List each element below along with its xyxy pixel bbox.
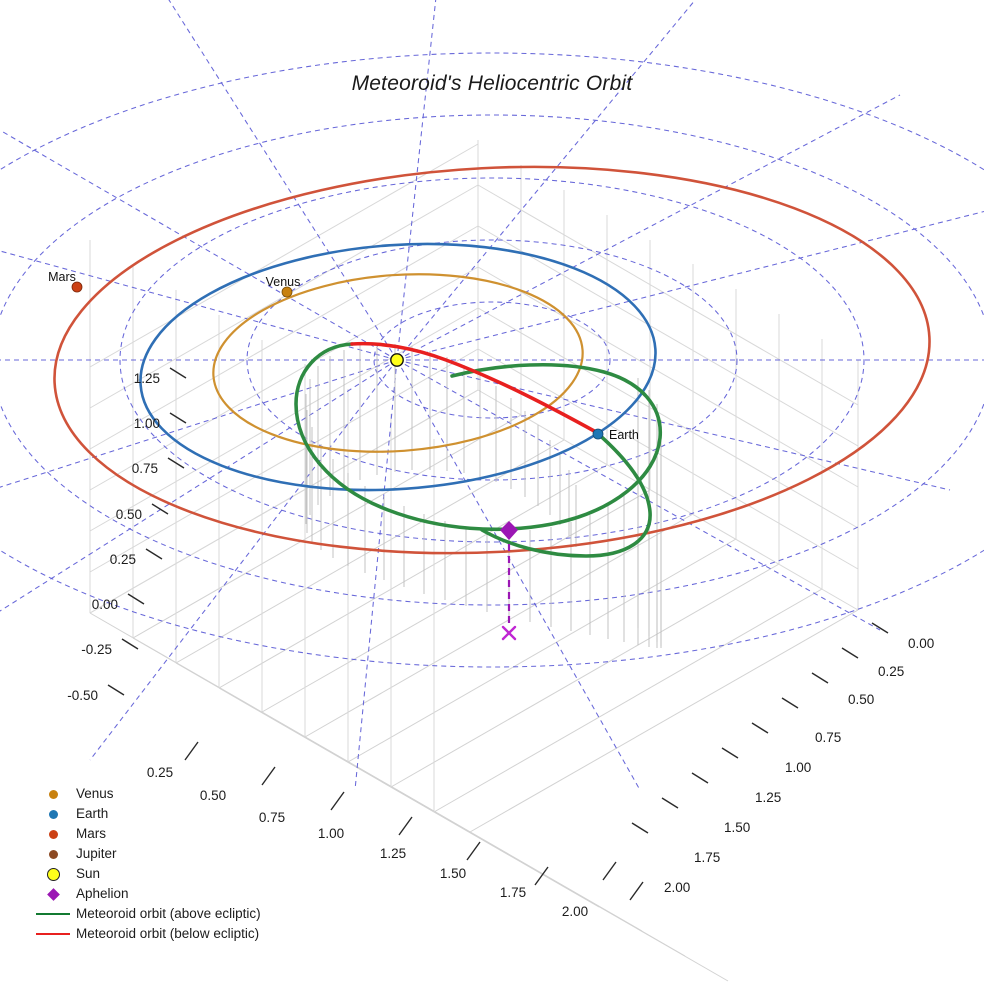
svg-text:0.75: 0.75 (815, 730, 841, 745)
y-axis-ticks (107, 367, 187, 696)
orbit-jupiter (53, 165, 931, 555)
svg-text:0.50: 0.50 (116, 507, 142, 522)
svg-text:0.25: 0.25 (878, 664, 904, 679)
legend-item-sun[interactable]: Sun (30, 864, 261, 884)
aphelion-ground-marker (501, 625, 517, 641)
svg-text:1.00: 1.00 (134, 416, 160, 431)
svg-text:1.00: 1.00 (785, 760, 811, 775)
svg-text:0.50: 0.50 (848, 692, 874, 707)
svg-text:1.50: 1.50 (724, 820, 750, 835)
legend-item-earth[interactable]: Earth (30, 804, 261, 824)
legend-item-aphelion[interactable]: Aphelion (30, 884, 261, 904)
sun-icon (46, 867, 60, 881)
legend-item-label: Mars (76, 826, 106, 841)
legend-line-swatch (36, 933, 70, 935)
polar-grid-spokes (0, 0, 984, 791)
x-axis-ticks (184, 741, 644, 901)
label-earth: Earth (609, 428, 639, 442)
sun-marker (390, 353, 404, 367)
circle-marker-icon (48, 809, 58, 819)
polar-grid-circles (0, 52, 984, 668)
circle-marker-icon (48, 829, 58, 839)
svg-text:0.50: 0.50 (200, 788, 226, 803)
label-mars: Mars (48, 270, 76, 284)
meteoroid-orbit-lower-lobe (480, 430, 652, 558)
legend-item-orbit-above[interactable]: Meteoroid orbit (above ecliptic) (30, 904, 261, 924)
legend-item-orbit-below[interactable]: Meteoroid orbit (below ecliptic) (30, 924, 261, 944)
svg-text:0.75: 0.75 (132, 461, 158, 476)
x-axis-tick-labels: 0.25 0.50 0.75 1.00 1.25 1.50 1.75 2.00 (147, 765, 588, 919)
orbit-earth (139, 242, 657, 492)
svg-text:1.25: 1.25 (134, 371, 160, 386)
z-axis-tick-labels: 0.00 0.25 0.50 0.75 1.00 1.25 1.50 1.75 … (664, 636, 934, 895)
legend-item-label: Sun (76, 866, 101, 881)
svg-text:0.25: 0.25 (110, 552, 136, 567)
svg-text:-0.25: -0.25 (81, 642, 112, 657)
svg-text:1.25: 1.25 (755, 790, 781, 805)
diamond-icon (46, 887, 60, 901)
legend-item-jupiter[interactable]: Jupiter (30, 844, 261, 864)
legend-item-label: Aphelion (76, 886, 129, 901)
legend: Venus Earth Mars Jupiter Sun Aphelion Meteoroi… (30, 784, 261, 944)
page-title: Meteoroid's Heliocentric Orbit (351, 72, 633, 95)
svg-text:2.00: 2.00 (562, 904, 588, 919)
svg-text:2.00: 2.00 (664, 880, 690, 895)
svg-text:1.75: 1.75 (694, 850, 720, 865)
legend-item-label: Venus (76, 786, 114, 801)
meteoroid-orbit-above-path (294, 342, 662, 532)
legend-item-mars[interactable]: Mars (30, 824, 261, 844)
meteoroid-orbit-below (350, 341, 598, 434)
svg-text:1.50: 1.50 (440, 866, 466, 881)
label-venus: Venus (266, 275, 301, 289)
pane-grid-floor (89, 389, 859, 982)
legend-item-venus[interactable]: Venus (30, 784, 261, 804)
z-axis-ticks (631, 622, 889, 834)
mars-marker (71, 281, 83, 293)
svg-text:-0.50: -0.50 (67, 688, 98, 703)
venus-marker (281, 286, 293, 298)
y-axis-tick-labels: 1.25 1.00 0.75 0.50 0.25 0.00 -0.25 -0.5… (67, 371, 160, 703)
svg-text:1.00: 1.00 (318, 826, 344, 841)
legend-item-label: Meteoroid orbit (above ecliptic) (76, 906, 261, 921)
legend-item-label: Jupiter (76, 846, 117, 861)
svg-text:0.75: 0.75 (259, 810, 285, 825)
circle-marker-icon (48, 849, 58, 859)
svg-text:1.75: 1.75 (500, 885, 526, 900)
orbit-venus (212, 273, 584, 453)
legend-item-label: Earth (76, 806, 109, 821)
pane-grid-right-wall (477, 140, 859, 611)
svg-text:0.25: 0.25 (147, 765, 173, 780)
svg-text:0.00: 0.00 (908, 636, 934, 651)
circle-marker-icon (48, 789, 58, 799)
aphelion-marker (500, 521, 518, 540)
svg-text:1.25: 1.25 (380, 846, 406, 861)
legend-line-swatch (36, 913, 70, 915)
legend-item-label: Meteoroid orbit (below ecliptic) (76, 926, 260, 941)
earth-marker (592, 428, 604, 440)
svg-text:0.00: 0.00 (92, 597, 118, 612)
